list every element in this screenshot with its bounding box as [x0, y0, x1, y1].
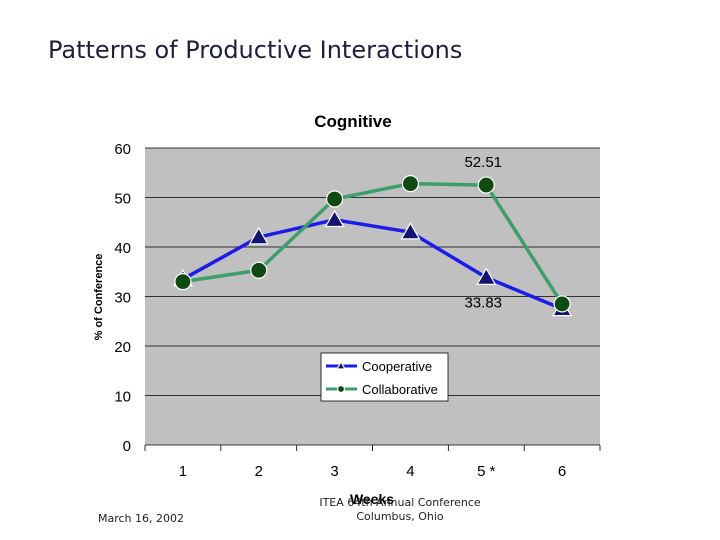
x-tick-label: 6 — [558, 463, 566, 480]
x-tick-label: 4 — [406, 463, 414, 480]
y-tick-label: 40 — [114, 240, 131, 257]
data-point-collaborative — [401, 175, 420, 193]
legend: Cooperative Collaborative — [320, 352, 449, 402]
y-tick-label: 50 — [114, 191, 131, 208]
y-tick-label: 30 — [114, 290, 131, 307]
x-axis-ticks: 1 2 3 4 5 * 6 — [144, 445, 601, 480]
footer-conference-line1: ITEA 64th Annual Conference — [319, 496, 481, 509]
y-axis-label: % of Conference — [93, 254, 105, 341]
series-line-collaborative — [182, 181, 564, 305]
y-tick-label: 0 — [123, 438, 131, 455]
footer-conference-line2: Columbus, Ohio — [356, 510, 444, 523]
x-tick-label: 1 — [179, 463, 187, 480]
data-point-collaborative — [250, 261, 268, 279]
data-point-cooperative — [324, 209, 345, 228]
x-axis-label: Weeks — [350, 491, 394, 507]
data-point-collaborative — [174, 273, 192, 291]
x-tick-label: 5 * — [477, 463, 496, 480]
data-point-cooperative — [400, 221, 421, 240]
y-tick-label: 10 — [114, 389, 131, 406]
y-axis-ticks: 0 10 20 30 40 50 60 — [114, 141, 131, 455]
legend-box — [320, 352, 449, 402]
data-point-collaborative — [325, 190, 344, 208]
chart-title: Cognitive — [314, 112, 391, 131]
data-point-collaborative — [477, 176, 495, 194]
legend-marker — [335, 360, 347, 370]
legend-label: Collaborative — [362, 382, 438, 397]
footer-date: March 16, 2002 — [98, 512, 185, 525]
y-tick-label: 20 — [114, 339, 131, 356]
data-point-cooperative — [248, 226, 269, 245]
data-label: 52.51 — [464, 154, 502, 171]
data-point-collaborative — [553, 295, 571, 313]
annotations: 52.51 33.83 — [464, 154, 502, 311]
series-line-cooperative — [182, 217, 563, 311]
data-label: 33.83 — [464, 295, 502, 312]
legend-label: Cooperative — [362, 359, 432, 374]
footer-conference: ITEA 64th Annual Conference Columbus, Oh… — [300, 496, 500, 524]
x-tick-label: 3 — [330, 463, 338, 480]
data-point-cooperative — [476, 267, 497, 285]
slide-title: Patterns of Productive Interactions — [48, 36, 463, 64]
series-group — [172, 175, 573, 317]
legend-marker — [336, 384, 346, 394]
y-tick-label: 60 — [114, 141, 131, 158]
x-tick-label: 2 — [255, 463, 263, 480]
